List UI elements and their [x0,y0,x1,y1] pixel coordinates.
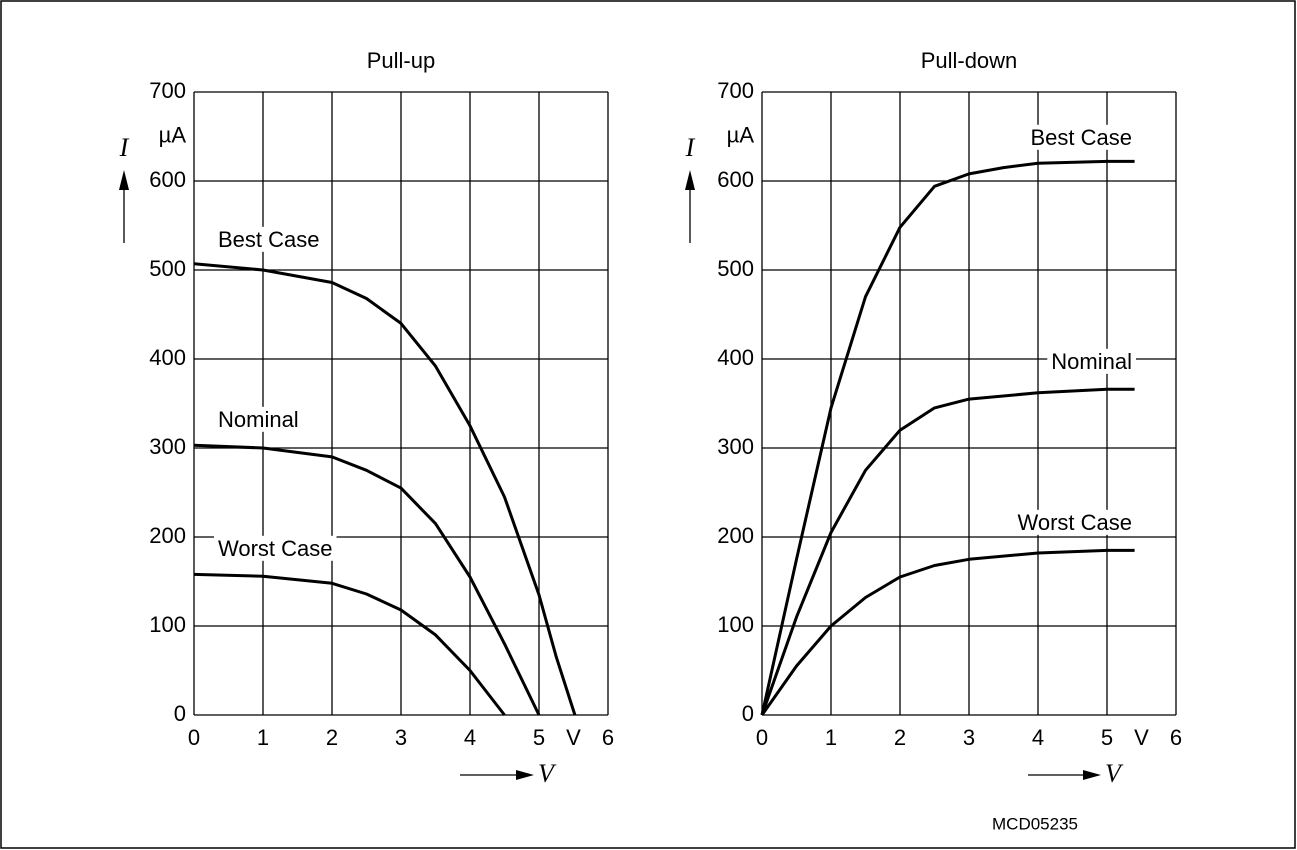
y-tick-label: 200 [149,523,186,548]
x-arrowhead [516,770,534,780]
curve [760,159,1135,716]
x-tick-label: 3 [395,725,407,750]
figure-code: MCD05235 [992,814,1078,833]
y-axis-label: I [119,133,130,162]
curve [760,387,1135,716]
y-tick-label: 700 [717,78,754,103]
y-tick-label: 0 [174,701,186,726]
x-tick-label: 4 [1032,725,1044,750]
x-tick-label: 4 [464,725,476,750]
label-background [214,535,337,561]
series-label: Worst Case [1017,510,1132,535]
chart-title: Pull-down [921,48,1018,73]
curve [760,548,1135,716]
x-tick-label: 1 [825,725,837,750]
x-axis-label: V [538,759,557,788]
series-label: Best Case [218,227,320,252]
curve [193,262,577,716]
x-tick-label: 3 [963,725,975,750]
y-tick-label: 400 [149,345,186,370]
y-tick-label: 600 [149,167,186,192]
x-unit: V [566,725,581,750]
y-axis-label: I [685,133,696,162]
y-tick-label: 0 [742,701,754,726]
curve [193,443,541,716]
label-background [1026,124,1136,150]
y-tick-label: 100 [717,612,754,637]
y-tick-label: 600 [717,167,754,192]
label-background [214,226,324,252]
series-label: Worst Case [218,536,333,561]
x-axis-label: V [1105,759,1124,788]
series-label: Nominal [218,407,299,432]
x-tick-label: 1 [257,725,269,750]
x-tick-label: 2 [894,725,906,750]
y-unit: µA [727,122,755,147]
y-arrowhead [119,170,129,190]
label-background [1013,509,1136,535]
x-tick-label: 5 [533,725,545,750]
series-label: Nominal [1051,349,1132,374]
y-arrowhead [685,170,695,190]
label-background [214,406,303,432]
y-tick-label: 300 [149,434,186,459]
label-background [1047,348,1136,374]
x-tick-label: 6 [1170,725,1182,750]
y-unit: µA [159,122,187,147]
x-tick-label: 2 [326,725,338,750]
x-tick-label: 6 [602,725,614,750]
curve [193,572,506,716]
y-tick-label: 300 [717,434,754,459]
y-tick-label: 100 [149,612,186,637]
x-tick-label: 5 [1101,725,1113,750]
x-tick-label: 0 [756,725,768,750]
x-tick-label: 0 [188,725,200,750]
y-tick-label: 500 [149,256,186,281]
chart-title: Pull-up [367,48,435,73]
x-arrowhead [1083,770,1101,780]
y-tick-label: 400 [717,345,754,370]
x-unit: V [1134,725,1149,750]
y-tick-label: 500 [717,256,754,281]
y-tick-label: 700 [149,78,186,103]
y-tick-label: 200 [717,523,754,548]
series-label: Best Case [1031,125,1133,150]
